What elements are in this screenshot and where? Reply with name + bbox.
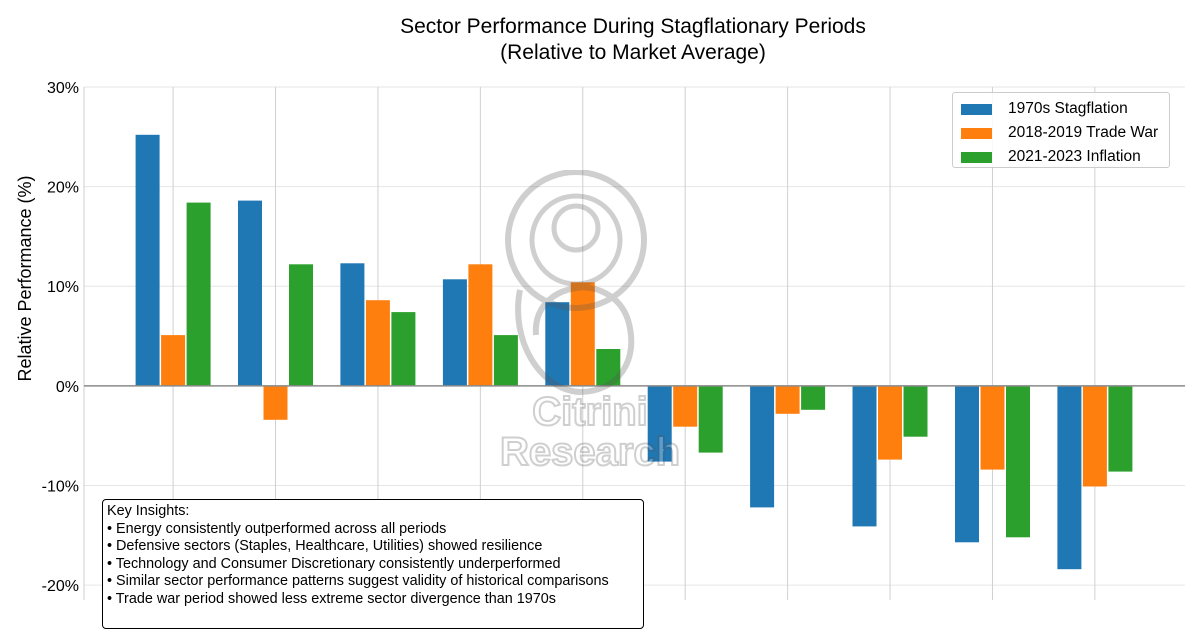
- legend-swatch-1970s: [961, 103, 992, 115]
- y-tick-label: 10%: [47, 279, 79, 296]
- y-tick-label: 0%: [56, 379, 79, 396]
- legend-swatch-inflation: [961, 151, 992, 163]
- legend-label-1970s: 1970s Stagflation: [1008, 100, 1128, 117]
- key-insights-box: Key Insights: • Energy consistently outp…: [102, 499, 644, 629]
- bar-2018-2019-trade-war: [673, 385, 698, 427]
- bar-1970s-stagflation: [545, 302, 570, 386]
- bar-1970s-stagflation: [750, 385, 775, 508]
- bar-2018-2019-trade-war: [365, 300, 390, 386]
- bar-1970s-stagflation: [135, 134, 160, 386]
- bar-2018-2019-trade-war: [1082, 385, 1107, 487]
- bar-2018-2019-trade-war: [263, 385, 288, 420]
- bar-2018-2019-trade-war: [570, 282, 595, 386]
- insight-line: Key Insights:: [107, 503, 190, 519]
- bar-chart: -20% -10% 0% 10% 20% 30% Relative Performance …: [15, 80, 1185, 600]
- bar-2021-2023-inflation: [1006, 385, 1030, 538]
- y-tick-label: 20%: [47, 180, 79, 197]
- bar-2021-2023-inflation: [186, 202, 211, 386]
- bar-2021-2023-inflation: [903, 385, 928, 437]
- insight-line: • Defensive sectors (Staples, Healthcare…: [107, 538, 543, 555]
- bar-2018-2019-trade-war: [775, 385, 800, 414]
- y-tick-label: 30%: [47, 80, 79, 97]
- bar-2018-2019-trade-war: [980, 385, 1005, 470]
- bar-2018-2019-trade-war: [468, 264, 493, 386]
- insight-line: • Similar sector performance patterns su…: [107, 573, 609, 590]
- chart-title-line-2: (Relative to Market Average): [500, 41, 766, 64]
- legend-item-trade-war: 2018-2019 Trade War: [953, 121, 1169, 145]
- legend-item-inflation: 2021-2023 Inflation: [953, 145, 1169, 169]
- legend-swatch-trade-war: [961, 127, 992, 139]
- bar-2018-2019-trade-war: [878, 385, 902, 460]
- legend-label-trade-war: 2018-2019 Trade War: [1008, 124, 1159, 141]
- chart-legend: 1970s Stagflation 2018-2019 Trade War 20…: [952, 92, 1170, 168]
- bar-layer: [135, 134, 1133, 570]
- legend-label-inflation: 2021-2023 Inflation: [1008, 148, 1141, 165]
- bar-2021-2023-inflation: [801, 385, 826, 410]
- bar-1970s-stagflation: [238, 200, 262, 386]
- bar-1970s-stagflation: [647, 385, 672, 462]
- bar-2018-2019-trade-war: [161, 335, 186, 386]
- bar-2021-2023-inflation: [1108, 385, 1133, 472]
- insight-line: • Energy consistently outperformed acros…: [107, 520, 447, 537]
- bar-2021-2023-inflation: [289, 264, 313, 386]
- bar-1970s-stagflation: [442, 279, 467, 386]
- bar-2021-2023-inflation: [596, 349, 621, 386]
- bar-2021-2023-inflation: [698, 385, 723, 453]
- bar-1970s-stagflation: [955, 385, 979, 543]
- bar-1970s-stagflation: [852, 385, 877, 527]
- insight-line: • Technology and Consumer Discretionary …: [107, 555, 561, 572]
- bar-2021-2023-inflation: [391, 312, 416, 386]
- y-tick-label: -20%: [42, 578, 79, 595]
- axis-layer: -20% -10% 0% 10% 20% 30% Relative Performance …: [15, 80, 1185, 600]
- legend-item-1970s: 1970s Stagflation: [953, 97, 1169, 121]
- bar-1970s-stagflation: [1057, 385, 1082, 570]
- chart-title: Sector Performance During Stagflationary…: [0, 14, 1200, 66]
- y-tick-label: -10%: [42, 478, 79, 495]
- y-axis-label: Relative Performance (%): [15, 175, 35, 381]
- chart-title-line-1: Sector Performance During Stagflationary…: [400, 15, 866, 38]
- bar-1970s-stagflation: [340, 263, 365, 386]
- bar-2021-2023-inflation: [493, 335, 518, 386]
